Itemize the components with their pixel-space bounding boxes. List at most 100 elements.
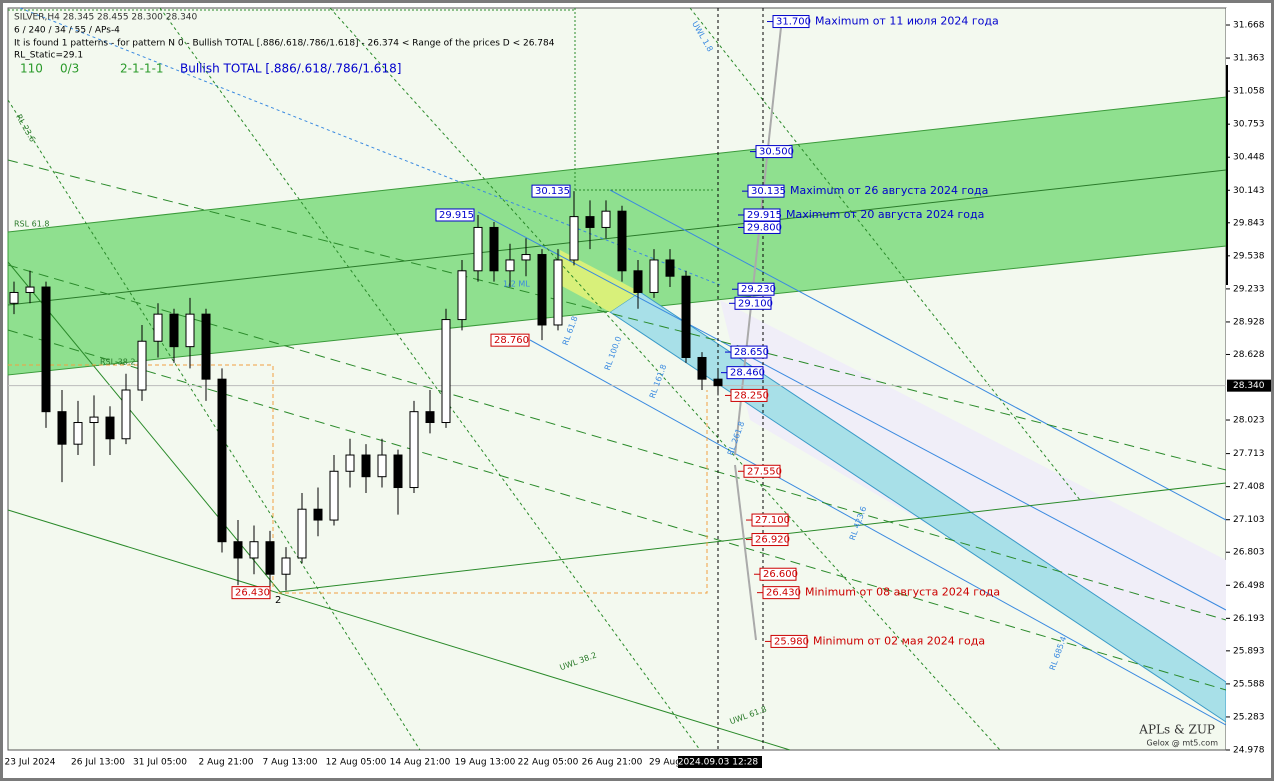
level-label: 30.500 [759,147,794,158]
annotation: RSL 61.8 [14,220,49,229]
candle-body [25,286,35,293]
candle-body [249,541,259,559]
candle-body [265,541,275,575]
candle-body [281,557,291,575]
level-note: Maximum от 11 июля 2024 года [815,15,999,28]
y-tick-label: 30.143 [1233,186,1265,196]
y-tick-label: 28.023 [1233,416,1265,426]
yellow-zone [560,250,640,312]
level-box [737,282,775,296]
y-tick-label: 29.538 [1233,251,1265,261]
status: 0/3 [60,62,79,76]
header-line: 6 / 240 / 34 / 55 / APs-4 [14,26,120,36]
header-line: SILVER,H4 28.345 28.455 28.300 28.340 [14,13,198,23]
watermark: Gelox @ mt5.com [1147,739,1219,748]
x-tick-label: 23 Jul 2024 [5,758,56,768]
candle-body [361,454,371,478]
x-tick-label: 2024.09.03 12:28 [678,758,759,768]
point-label: 30.135 [535,186,570,197]
candle-body [105,416,115,440]
candle-body [409,411,419,489]
point-label: 26.430 [235,588,270,599]
candle-body [57,411,67,445]
y-tick-label: 27.103 [1233,515,1265,525]
level-label: 29.100 [738,298,773,309]
y-tick-label: 31.363 [1233,54,1265,64]
candle-body [649,259,659,293]
candle-body [537,254,547,326]
level-box [730,388,768,402]
annotation: 1/2 ML [503,280,530,289]
level-box [751,513,789,527]
candle-body [585,216,595,228]
header-line: RL_Static=29.1 [14,51,83,61]
x-tick-label: 29 Aug [649,758,681,768]
candle-body [153,313,163,342]
level-label: 28.650 [734,347,769,358]
candle-body [89,416,99,424]
candle-body [665,259,675,277]
level-label: 29.800 [747,222,782,233]
level-label: 31.700 [776,17,811,28]
level-box [759,567,797,581]
x-tick-label: 7 Aug 13:00 [263,758,318,768]
header-line: It is found 1 patterns - for pattern N 0… [14,39,555,49]
candle-body [441,319,451,424]
gray-lines [734,17,783,641]
candle-body [569,216,579,261]
watermark: APLs & ZUP [1138,723,1215,737]
level-box [726,366,764,380]
candle-body [169,313,179,348]
candle-body [201,313,211,380]
candle-body [697,356,707,380]
y-tick-label: 31.058 [1233,87,1265,97]
y-tick-label: 25.283 [1233,712,1265,722]
current-price-label: 28.340 [1233,381,1265,391]
level-note: Maximum от 20 августа 2024 года [786,208,984,221]
candle-body [521,254,531,261]
level-label: 28.460 [730,368,765,379]
y-tick-label: 24.978 [1233,746,1265,756]
status: 2-1-1-1 [120,62,164,76]
level-box [770,634,808,648]
x-tick-label: 26 Aug 21:00 [582,758,643,768]
level-box [730,345,768,359]
x-label-box [678,756,762,768]
candle-body [297,508,307,559]
point-box [531,184,571,198]
candle-body [601,210,611,228]
point-name: 2 [275,595,281,606]
level-note: Maximum от 26 августа 2024 года [790,184,988,197]
candle-body [41,286,51,413]
level-label: 25.980 [774,636,809,647]
status: 110 [20,62,43,76]
point-box [231,586,271,600]
candle-body [633,270,643,293]
y-tick-label: 28.628 [1233,350,1265,360]
level-label: 26.600 [763,569,798,580]
y-axis-area [1226,8,1271,750]
level-label: 27.550 [747,466,782,477]
level-box [743,464,781,478]
candle-body [425,411,435,424]
x-tick-label: 2 Aug 21:00 [199,758,254,768]
y-tick-label: 30.448 [1233,153,1265,163]
candle-body [329,470,339,521]
candle-body [457,270,467,321]
point-label: 29.915 [439,210,474,221]
candle-body [505,259,515,272]
level-label: 29.915 [747,210,782,221]
level-label: 29.230 [741,284,776,295]
x-tick-label: 19 Aug 13:00 [455,758,516,768]
level-label: 28.250 [734,390,769,401]
y-tick-label: 25.588 [1233,679,1265,689]
y-tick-label: 29.233 [1233,284,1265,294]
level-box [751,533,789,547]
candle-body [9,291,19,304]
channel-median [7,169,1227,306]
level-box [755,145,793,159]
y-tick-label: 29.843 [1233,218,1265,228]
x-tick-label: 12 Aug 05:00 [326,758,387,768]
y-tick-label: 26.193 [1233,614,1265,624]
